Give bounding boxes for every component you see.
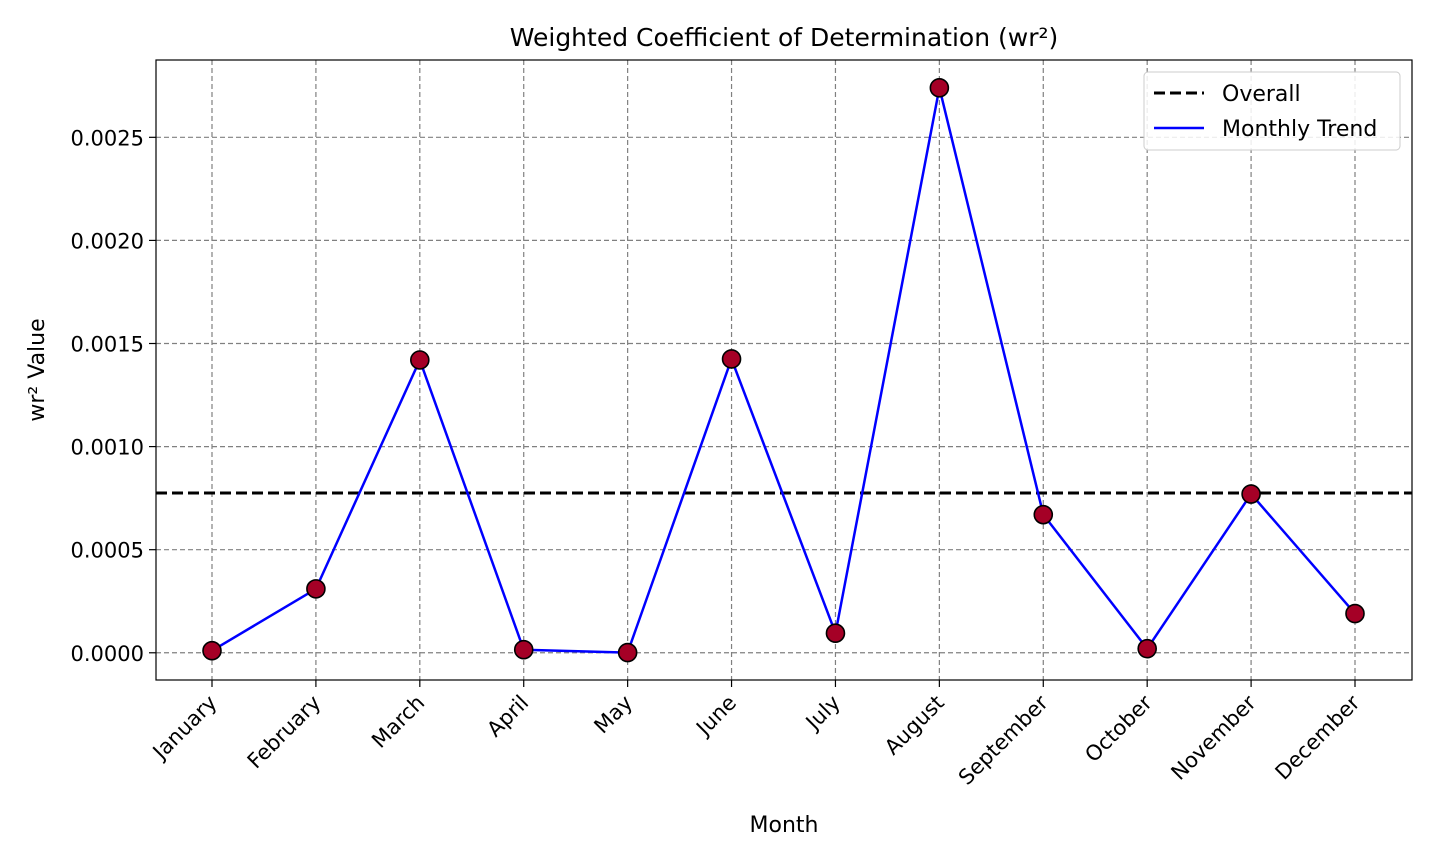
plot-area-frame — [155, 59, 1413, 681]
legend-overall-label: Overall — [1222, 82, 1301, 107]
y-axis: 0.0000 0.0005 0.0010 0.0015 0.0020 0.0025 — [71, 126, 156, 666]
data-point — [1033, 504, 1054, 525]
y-tick-label: 0.0000 — [71, 642, 144, 666]
y-tick-label: 0.0015 — [71, 333, 144, 357]
data-point — [513, 639, 534, 660]
y-tick-label: 0.0010 — [71, 436, 144, 460]
data-point — [1345, 603, 1365, 624]
legend-monthly-trend-label: Monthly Trend — [1222, 117, 1377, 142]
legend: Overall Monthly Trend — [1143, 71, 1401, 151]
series-line — [211, 86, 1356, 654]
x-axis-label: Month — [750, 813, 819, 838]
chart-title: Weighted Coefficient of Determination (w… — [510, 23, 1059, 52]
y-tick-label: 0.0020 — [71, 229, 144, 253]
legend-box — [1143, 71, 1401, 151]
data-point — [617, 642, 638, 663]
series-group — [202, 78, 1365, 663]
y-tick-label: 0.0005 — [71, 539, 144, 563]
data-point — [1241, 484, 1261, 504]
grid — [156, 60, 1412, 680]
data-point — [929, 78, 950, 98]
data-point — [306, 579, 326, 599]
data-point — [825, 623, 846, 643]
data-point — [410, 350, 430, 370]
data-point — [202, 640, 222, 661]
data-point — [1137, 638, 1157, 659]
y-axis-label: wr² Value — [25, 318, 50, 421]
data-point — [721, 349, 742, 369]
y-tick-label: 0.0025 — [71, 126, 144, 150]
